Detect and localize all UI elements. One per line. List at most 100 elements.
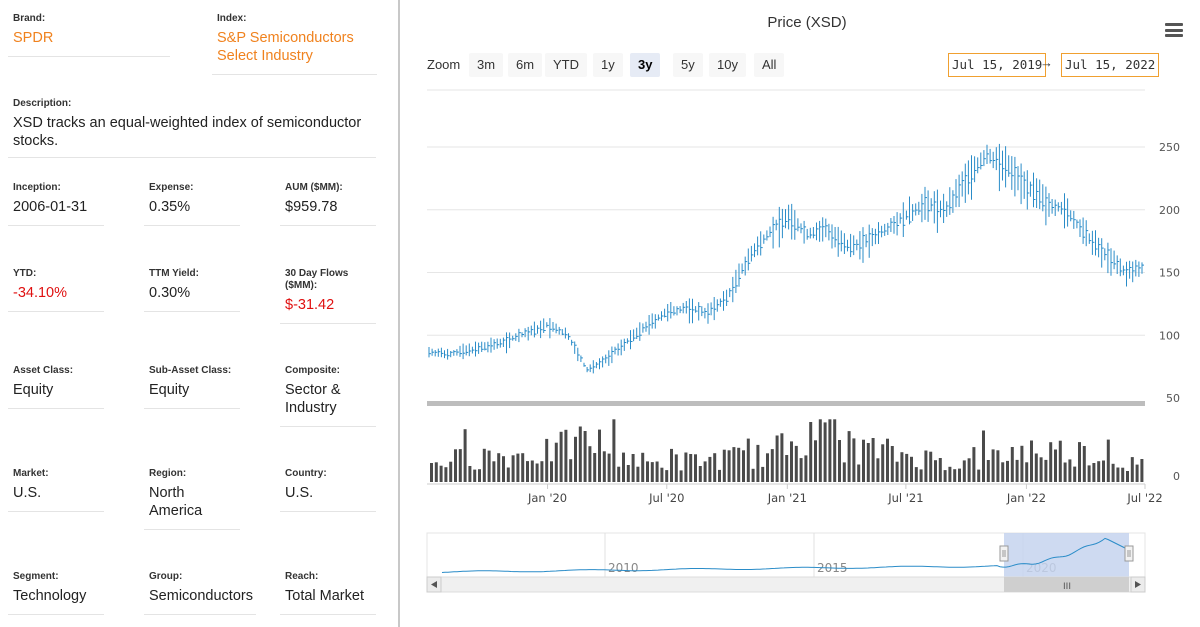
volume-bar	[756, 444, 760, 482]
volume-bar	[895, 461, 899, 482]
navigator-series	[441, 537, 1133, 573]
volume-bar	[919, 469, 923, 482]
aum-label: AUM ($MM):	[285, 182, 343, 193]
volume-bar	[794, 445, 798, 482]
price-tick-250: 250	[1159, 141, 1180, 154]
volume-bar	[550, 461, 553, 482]
navigator-right-handle[interactable]	[1124, 545, 1134, 562]
volume-bar	[967, 458, 971, 482]
volume-bar	[996, 450, 1000, 482]
price-chart-svg: 250 200 150 100 50 0 Jan '20 Jul '20 Jan '21 Ju…	[426, 89, 1180, 593]
ytd-field: YTD: -34.10%	[8, 268, 109, 312]
zoom-button-6m[interactable]: 6m	[508, 53, 543, 77]
expense-field: Expense: 0.35%	[144, 182, 245, 226]
zoom-button-10y[interactable]: 10y	[709, 53, 746, 77]
volume-bar	[506, 467, 510, 482]
reach-field: Reach: Total Market	[280, 571, 381, 615]
volume-bar	[1097, 461, 1101, 482]
volume-bar	[770, 449, 774, 482]
volume-bar	[814, 440, 817, 482]
x-tick-label: Jul '21	[887, 491, 923, 505]
volume-series	[430, 419, 1144, 482]
volume-bar	[857, 464, 861, 482]
x-tick-label: Jan '22	[1006, 491, 1046, 505]
price-chart-panel: Price (XSD) Zoom 3m 6m YTD 1y 3y 5y 10y …	[400, 0, 1200, 627]
volume-bar	[1010, 447, 1014, 482]
navigator-left-handle[interactable]	[999, 545, 1009, 562]
volume-bar	[1006, 460, 1009, 482]
zoom-button-1y[interactable]: 1y	[593, 53, 623, 77]
volume-bar	[862, 439, 865, 482]
aum-value: $959.78	[285, 199, 338, 215]
volume-bar	[574, 436, 577, 482]
range-to-input[interactable]: Jul 15, 2022	[1061, 53, 1160, 77]
flows-label: 30 Day Flows ($MM):	[285, 268, 349, 291]
brand-value[interactable]: SPDR	[13, 30, 54, 46]
volume-bar	[626, 465, 630, 482]
volume-bar	[641, 452, 645, 482]
volume-bar	[924, 450, 928, 482]
volume-bar	[775, 435, 779, 482]
aum-field: AUM ($MM): $959.78	[280, 182, 381, 226]
ttm-yield-value: 0.30%	[149, 285, 191, 301]
navigator[interactable]: 2010 2015 2020 III	[426, 532, 1146, 593]
volume-bar	[727, 450, 731, 482]
volume-bar	[530, 460, 534, 482]
volume-bar	[938, 458, 942, 482]
volume-bar	[454, 449, 457, 482]
ytd-label: YTD:	[13, 268, 37, 279]
volume-bar	[1015, 459, 1019, 482]
reach-label: Reach:	[285, 571, 319, 582]
zoom-button-3m[interactable]: 3m	[469, 53, 504, 77]
volume-bar	[545, 438, 549, 482]
volume-bar	[1063, 462, 1067, 482]
volume-bar	[646, 461, 649, 482]
volume-bar	[1030, 440, 1033, 482]
inception-value: 2006-01-31	[13, 199, 88, 215]
volume-bar	[554, 442, 558, 482]
zoom-button-ytd[interactable]: YTD	[545, 53, 587, 77]
volume-bar	[458, 449, 462, 482]
country-field: Country: U.S.	[280, 468, 381, 512]
volume-bar	[742, 450, 745, 482]
navigator-selection[interactable]	[1004, 533, 1129, 577]
volume-bar	[977, 469, 981, 482]
index-field: Index: S&P Semiconductors Select Industr…	[212, 13, 382, 75]
volume-bar	[871, 438, 875, 482]
volume-bar	[670, 448, 673, 482]
volume-bar	[463, 429, 467, 482]
region-value: North America	[149, 485, 203, 519]
volume-bar	[578, 426, 582, 482]
zoom-button-3y[interactable]: 3y	[630, 53, 661, 77]
zoom-button-5y[interactable]: 5y	[673, 53, 703, 77]
range-arrow: →	[1040, 55, 1053, 70]
volume-bar	[886, 438, 889, 482]
volume-bar	[497, 453, 501, 482]
volume-bar	[1121, 467, 1125, 482]
arrow-right-icon	[1135, 581, 1141, 588]
zoom-button-all[interactable]: All	[754, 53, 785, 77]
volume-bar	[1068, 459, 1072, 482]
volume-bar	[953, 469, 957, 482]
volume-bar	[1020, 445, 1024, 482]
x-tick-label: Jan '21	[767, 491, 807, 505]
index-value[interactable]: S&P Semiconductors Select Industry	[217, 30, 354, 64]
volume-bar	[1092, 463, 1096, 482]
flows-field: 30 Day Flows ($MM): $-31.42	[280, 268, 381, 324]
volume-bar	[636, 466, 640, 482]
volume-bar	[1102, 460, 1105, 482]
volume-bar	[598, 429, 601, 482]
hamburger-menu-icon[interactable]	[1165, 23, 1183, 37]
navigator-scrollbar-thumb[interactable]	[1004, 577, 1129, 592]
volume-bar	[751, 468, 755, 482]
volume-bar	[631, 454, 635, 482]
range-from-input[interactable]: Jul 15, 2019	[948, 53, 1047, 77]
volume-bar	[737, 447, 741, 482]
volume-bar	[593, 453, 597, 482]
volume-bar	[502, 456, 505, 482]
volume-bar	[622, 452, 625, 482]
scrollbar-grip-icon[interactable]: III	[1063, 582, 1071, 592]
volume-bar	[958, 468, 961, 482]
volume-bar	[866, 443, 870, 482]
zoom-label: Zoom	[427, 57, 461, 72]
